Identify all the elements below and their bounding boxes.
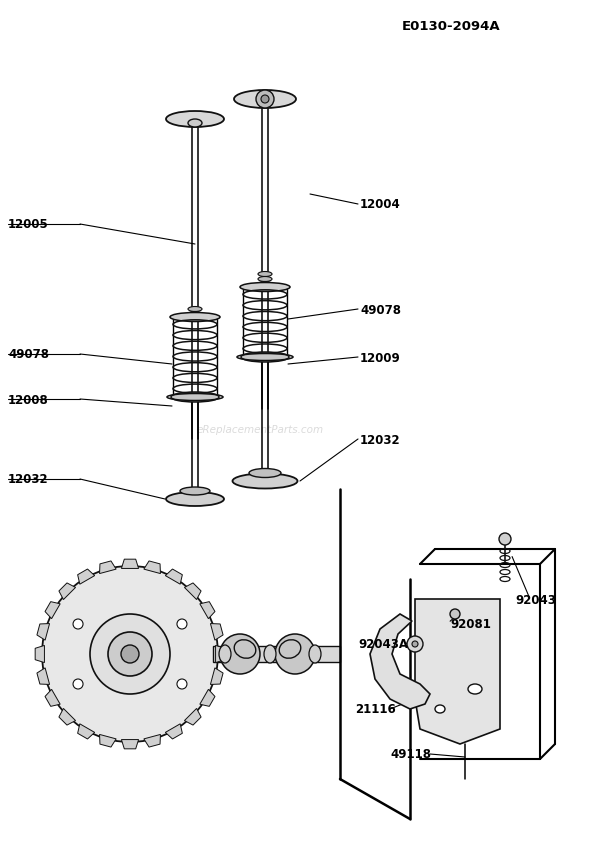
Polygon shape — [215, 646, 225, 663]
Polygon shape — [370, 614, 430, 709]
Text: 12032: 12032 — [8, 473, 48, 486]
Ellipse shape — [258, 272, 272, 277]
Polygon shape — [213, 647, 340, 663]
Polygon shape — [185, 709, 201, 725]
Circle shape — [73, 679, 83, 690]
Polygon shape — [144, 734, 160, 747]
Ellipse shape — [188, 317, 202, 322]
Text: 12005: 12005 — [8, 219, 49, 231]
Ellipse shape — [180, 488, 210, 495]
Polygon shape — [37, 624, 50, 641]
Text: 12032: 12032 — [360, 433, 401, 446]
Circle shape — [121, 645, 139, 663]
Ellipse shape — [166, 112, 224, 127]
Circle shape — [90, 614, 170, 694]
Ellipse shape — [188, 312, 202, 317]
Circle shape — [42, 566, 218, 742]
Ellipse shape — [232, 474, 297, 489]
Polygon shape — [200, 690, 215, 706]
Ellipse shape — [240, 284, 290, 292]
Text: 49078: 49078 — [8, 348, 49, 361]
Ellipse shape — [166, 492, 224, 506]
Text: 21116: 21116 — [355, 703, 396, 716]
Ellipse shape — [264, 645, 276, 663]
Ellipse shape — [188, 307, 202, 312]
Circle shape — [73, 619, 83, 630]
Ellipse shape — [234, 640, 256, 658]
Polygon shape — [122, 739, 139, 749]
Polygon shape — [37, 668, 50, 684]
Circle shape — [261, 96, 269, 104]
Polygon shape — [415, 599, 500, 744]
Polygon shape — [59, 709, 76, 725]
Ellipse shape — [249, 469, 281, 478]
Text: eReplacementParts.com: eReplacementParts.com — [196, 425, 323, 435]
Polygon shape — [165, 724, 182, 739]
Text: 49118: 49118 — [390, 748, 431, 760]
Circle shape — [412, 641, 418, 647]
Polygon shape — [144, 561, 160, 574]
Ellipse shape — [258, 277, 272, 282]
Polygon shape — [35, 646, 44, 663]
Ellipse shape — [241, 353, 289, 363]
Polygon shape — [78, 570, 94, 585]
Circle shape — [177, 619, 187, 630]
Polygon shape — [45, 690, 60, 706]
Polygon shape — [165, 570, 182, 585]
Polygon shape — [200, 602, 215, 619]
Circle shape — [499, 533, 511, 545]
Ellipse shape — [171, 392, 219, 403]
Text: 49078: 49078 — [360, 303, 401, 316]
Circle shape — [177, 679, 187, 690]
Text: 12008: 12008 — [8, 393, 49, 406]
Polygon shape — [100, 561, 116, 574]
Polygon shape — [211, 624, 223, 641]
Polygon shape — [100, 734, 116, 747]
Polygon shape — [211, 668, 223, 684]
Circle shape — [108, 632, 152, 676]
Ellipse shape — [170, 313, 220, 322]
Circle shape — [275, 634, 315, 674]
Ellipse shape — [468, 684, 482, 694]
Text: 92081: 92081 — [450, 617, 491, 630]
Text: 12009: 12009 — [360, 351, 401, 364]
Polygon shape — [59, 583, 76, 600]
Polygon shape — [78, 724, 94, 739]
Text: 92043A: 92043A — [358, 636, 408, 650]
Ellipse shape — [188, 120, 202, 127]
Polygon shape — [122, 560, 139, 569]
Circle shape — [256, 91, 274, 109]
Text: E0130-2094A: E0130-2094A — [401, 20, 500, 33]
Ellipse shape — [309, 645, 321, 663]
Ellipse shape — [219, 645, 231, 663]
Ellipse shape — [279, 640, 301, 658]
Polygon shape — [185, 583, 201, 600]
Circle shape — [407, 636, 423, 652]
Ellipse shape — [435, 706, 445, 713]
Circle shape — [450, 609, 460, 619]
Polygon shape — [45, 602, 60, 619]
Text: 92043: 92043 — [515, 592, 556, 606]
Text: 12004: 12004 — [360, 198, 401, 211]
Circle shape — [220, 634, 260, 674]
Ellipse shape — [234, 91, 296, 109]
Ellipse shape — [258, 282, 272, 287]
